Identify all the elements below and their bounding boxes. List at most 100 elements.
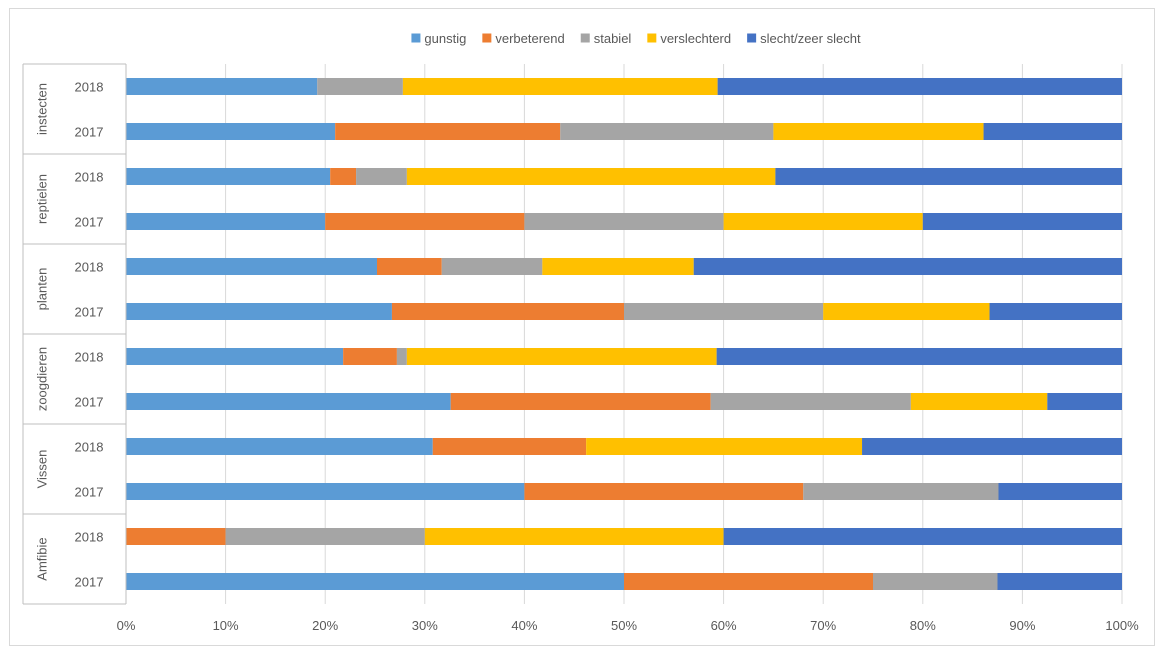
y-tick-label: 2017 bbox=[75, 485, 104, 500]
group-label: Vissen bbox=[34, 450, 49, 489]
bar-segment-verslechterd bbox=[402, 78, 718, 95]
bar-segment-verbeterend bbox=[376, 258, 442, 275]
y-tick-label: 2017 bbox=[75, 125, 104, 140]
group-label: zoogdieren bbox=[34, 347, 49, 411]
legend: gunstig verbeterend stabiel verslechterd sle… bbox=[411, 31, 861, 46]
y-tick-label: 2018 bbox=[75, 80, 104, 95]
bar-segment-verbeterend bbox=[330, 168, 357, 185]
bar-segment-slecht-zeer-slecht bbox=[1047, 393, 1122, 410]
legend-label: stabiel bbox=[594, 31, 632, 46]
bar-segment-slecht-zeer-slecht bbox=[998, 483, 1122, 500]
bar-segment-slecht-zeer-slecht bbox=[983, 123, 1122, 140]
x-tick-label: 70% bbox=[810, 618, 836, 633]
bar-segment-stabiel bbox=[560, 123, 774, 140]
group-label: reptielen bbox=[34, 174, 49, 224]
chart-frame: instecten 2018 2017 reptielen 2018 2017 plante… bbox=[9, 8, 1155, 646]
bar-segment-gunstig bbox=[126, 258, 377, 275]
y-axis: instecten 2018 2017 reptielen 2018 2017 plante… bbox=[22, 63, 127, 605]
bar-segment-verbeterend bbox=[126, 528, 226, 545]
bar-segment-verbeterend bbox=[391, 303, 624, 320]
y-tick-label: 2018 bbox=[75, 440, 104, 455]
bar-segment-stabiel bbox=[624, 303, 824, 320]
y-tick-label: 2018 bbox=[75, 260, 104, 275]
bar-segment-stabiel bbox=[441, 258, 543, 275]
bars bbox=[126, 78, 1122, 590]
group-label: instecten bbox=[34, 83, 49, 135]
x-tick-label: 10% bbox=[213, 618, 239, 633]
bar-segment-verslechterd bbox=[424, 528, 724, 545]
bar-segment-slecht-zeer-slecht bbox=[997, 573, 1122, 590]
x-tick-label: 40% bbox=[511, 618, 537, 633]
bar-segment-gunstig bbox=[126, 168, 331, 185]
x-tick-label: 50% bbox=[611, 618, 637, 633]
bar-segment-gunstig bbox=[126, 393, 451, 410]
bar-segment-verslechterd bbox=[406, 168, 776, 185]
legend-label: verbeterend bbox=[495, 31, 564, 46]
bar-segment-verslechterd bbox=[773, 123, 984, 140]
legend-swatch bbox=[482, 33, 492, 43]
bar-segment-verbeterend bbox=[343, 348, 397, 365]
bar-segment-slecht-zeer-slecht bbox=[717, 78, 1122, 95]
bar-segment-slecht-zeer-slecht bbox=[922, 213, 1122, 230]
group-label: planten bbox=[34, 268, 49, 311]
bar-segment-gunstig bbox=[126, 303, 392, 320]
bar-segment-verbeterend bbox=[325, 213, 525, 230]
stacked-bar-chart: instecten 2018 2017 reptielen 2018 2017 plante… bbox=[22, 31, 1139, 633]
bar-segment-stabiel bbox=[356, 168, 407, 185]
bar-segment-verslechterd bbox=[910, 393, 1048, 410]
bar-segment-verbeterend bbox=[524, 483, 804, 500]
bar-segment-stabiel bbox=[803, 483, 999, 500]
y-tick-label: 2018 bbox=[75, 350, 104, 365]
bar-segment-stabiel bbox=[710, 393, 911, 410]
bar-segment-stabiel bbox=[225, 528, 425, 545]
bar-segment-stabiel bbox=[396, 348, 407, 365]
bar-segment-gunstig bbox=[126, 123, 336, 140]
bar-segment-verbeterend bbox=[624, 573, 873, 590]
x-tick-label: 80% bbox=[910, 618, 936, 633]
y-tick-label: 2017 bbox=[75, 395, 104, 410]
bar-segment-gunstig bbox=[126, 348, 344, 365]
gridlines bbox=[125, 64, 1123, 604]
x-axis: 0% 10% 20% 30% 40% 50% 60% 70% 80% 90% 100% bbox=[117, 618, 1139, 633]
bar-segment-gunstig bbox=[126, 213, 326, 230]
bar-segment-slecht-zeer-slecht bbox=[989, 303, 1122, 320]
bar-segment-verbeterend bbox=[450, 393, 711, 410]
x-tick-label: 30% bbox=[412, 618, 438, 633]
bar-segment-verslechterd bbox=[823, 303, 990, 320]
legend-swatch bbox=[411, 33, 421, 43]
x-tick-label: 0% bbox=[117, 618, 136, 633]
bar-segment-slecht-zeer-slecht bbox=[862, 438, 1122, 455]
bar-segment-stabiel bbox=[317, 78, 403, 95]
legend-label: verslechterd bbox=[660, 31, 731, 46]
bar-segment-gunstig bbox=[126, 438, 433, 455]
x-tick-label: 100% bbox=[1105, 618, 1139, 633]
bar-segment-gunstig bbox=[126, 483, 525, 500]
group-label: Amfibie bbox=[34, 537, 49, 580]
bar-segment-slecht-zeer-slecht bbox=[723, 528, 1122, 545]
x-tick-label: 60% bbox=[711, 618, 737, 633]
bar-segment-slecht-zeer-slecht bbox=[775, 168, 1122, 185]
bar-segment-verslechterd bbox=[723, 213, 923, 230]
x-tick-label: 90% bbox=[1009, 618, 1035, 633]
y-tick-label: 2017 bbox=[75, 215, 104, 230]
bar-segment-slecht-zeer-slecht bbox=[693, 258, 1122, 275]
x-tick-label: 20% bbox=[312, 618, 338, 633]
y-tick-label: 2017 bbox=[75, 305, 104, 320]
bar-segment-stabiel bbox=[873, 573, 998, 590]
legend-swatch bbox=[647, 33, 657, 43]
bar-segment-verbeterend bbox=[432, 438, 587, 455]
bar-segment-verslechterd bbox=[406, 348, 717, 365]
legend-swatch bbox=[580, 33, 590, 43]
y-tick-label: 2018 bbox=[75, 170, 104, 185]
bar-segment-verslechterd bbox=[586, 438, 863, 455]
bar-segment-gunstig bbox=[126, 78, 318, 95]
bar-segment-stabiel bbox=[524, 213, 724, 230]
bar-segment-verbeterend bbox=[335, 123, 561, 140]
y-tick-label: 2017 bbox=[75, 575, 104, 590]
legend-swatch bbox=[747, 33, 757, 43]
bar-segment-verslechterd bbox=[542, 258, 694, 275]
bar-segment-gunstig bbox=[126, 573, 624, 590]
legend-label: slecht/zeer slecht bbox=[760, 31, 861, 46]
bar-segment-slecht-zeer-slecht bbox=[716, 348, 1122, 365]
y-tick-label: 2018 bbox=[75, 530, 104, 545]
